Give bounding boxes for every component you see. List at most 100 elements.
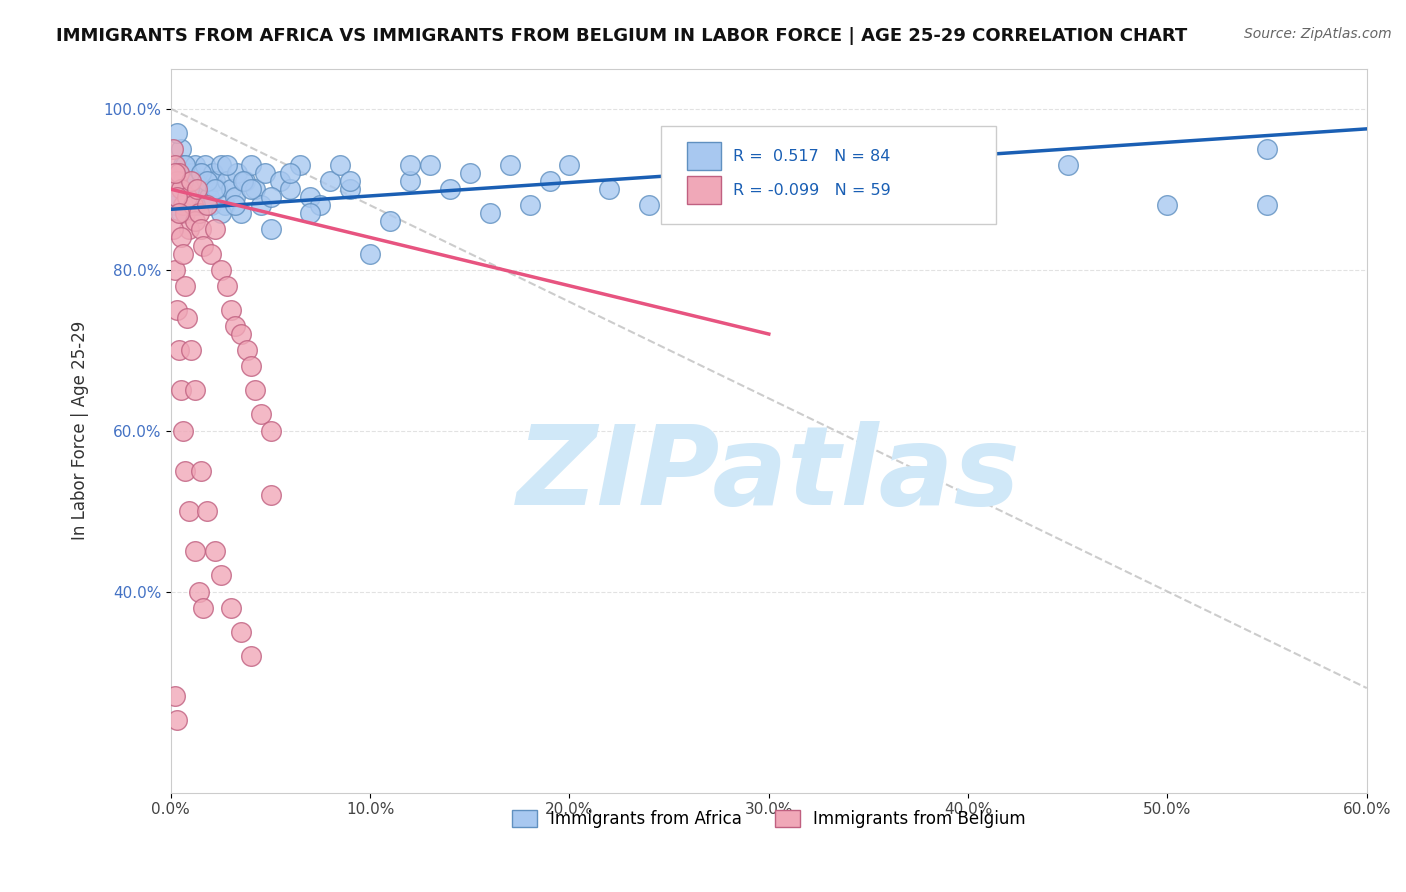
Point (219, 600, 242, 615)
Legend: Immigrants from Africa, Immigrants from Belgium: Immigrants from Africa, Immigrants from … (505, 804, 1033, 835)
Point (280, 166, 302, 180)
Point (170, 384, 193, 398)
Point (195, 504, 218, 518)
Point (225, 166, 247, 180)
Point (235, 343, 257, 358)
Point (329, 158, 352, 172)
Text: R =  0.517   N = 84: R = 0.517 N = 84 (733, 149, 890, 163)
Point (204, 182, 226, 196)
Point (717, 206, 740, 220)
Point (167, 166, 190, 180)
Point (478, 206, 501, 220)
Point (215, 278, 238, 293)
Point (598, 182, 620, 196)
Point (177, 190, 200, 204)
Point (173, 278, 195, 293)
Point (166, 174, 188, 188)
Point (219, 302, 242, 317)
Point (184, 544, 207, 558)
Point (172, 174, 194, 188)
Point (229, 326, 252, 341)
Point (259, 222, 281, 236)
Point (173, 182, 195, 196)
Point (191, 238, 214, 252)
Point (259, 424, 281, 438)
Point (204, 222, 226, 236)
Point (163, 166, 186, 180)
Point (187, 198, 209, 212)
Point (399, 174, 422, 188)
Point (299, 190, 322, 204)
Point (239, 359, 262, 374)
Point (162, 142, 184, 156)
Point (678, 166, 700, 180)
Point (638, 198, 661, 212)
Text: Source: ZipAtlas.com: Source: ZipAtlas.com (1244, 27, 1392, 41)
Point (195, 174, 218, 188)
Point (177, 504, 200, 518)
Point (177, 182, 200, 196)
Point (200, 198, 222, 212)
Point (180, 166, 202, 180)
Point (173, 206, 195, 220)
Point (163, 158, 186, 172)
Point (166, 190, 188, 204)
Point (170, 230, 193, 244)
Point (184, 384, 207, 398)
Point (253, 166, 276, 180)
Point (172, 158, 194, 172)
Point (166, 190, 188, 204)
Point (249, 408, 271, 422)
FancyBboxPatch shape (661, 127, 995, 224)
Point (259, 190, 281, 204)
Point (173, 464, 195, 478)
Point (197, 190, 219, 204)
Point (194, 158, 217, 172)
Point (190, 464, 212, 478)
Point (167, 343, 190, 358)
Point (339, 174, 361, 188)
Point (239, 182, 262, 196)
Point (419, 158, 441, 172)
Point (219, 182, 242, 196)
Point (181, 174, 204, 188)
Point (309, 198, 332, 212)
Point (172, 198, 194, 212)
Point (186, 182, 208, 196)
Point (232, 174, 254, 188)
Point (224, 198, 246, 212)
Point (290, 158, 312, 172)
Point (186, 182, 208, 196)
Point (233, 174, 256, 188)
Point (519, 198, 541, 212)
Point (280, 182, 302, 196)
Text: ZIPatlas: ZIPatlas (517, 420, 1021, 527)
Point (184, 158, 207, 172)
Point (299, 206, 322, 220)
Point (239, 648, 262, 663)
Point (184, 198, 207, 212)
Point (538, 174, 561, 188)
Point (319, 174, 342, 188)
Point (378, 214, 401, 228)
Point (166, 126, 188, 140)
Point (163, 198, 186, 212)
Point (339, 182, 361, 196)
Point (1256, 142, 1278, 156)
FancyBboxPatch shape (688, 143, 721, 169)
FancyBboxPatch shape (688, 177, 721, 204)
Point (399, 158, 422, 172)
Point (191, 600, 214, 615)
Point (180, 343, 202, 358)
Point (858, 182, 880, 196)
Point (172, 424, 194, 438)
Point (204, 544, 226, 558)
Point (170, 142, 193, 156)
Point (259, 488, 281, 502)
Point (1256, 198, 1278, 212)
Point (209, 568, 232, 582)
Point (201, 166, 224, 180)
Point (209, 206, 232, 220)
Point (170, 206, 193, 220)
Point (229, 206, 252, 220)
